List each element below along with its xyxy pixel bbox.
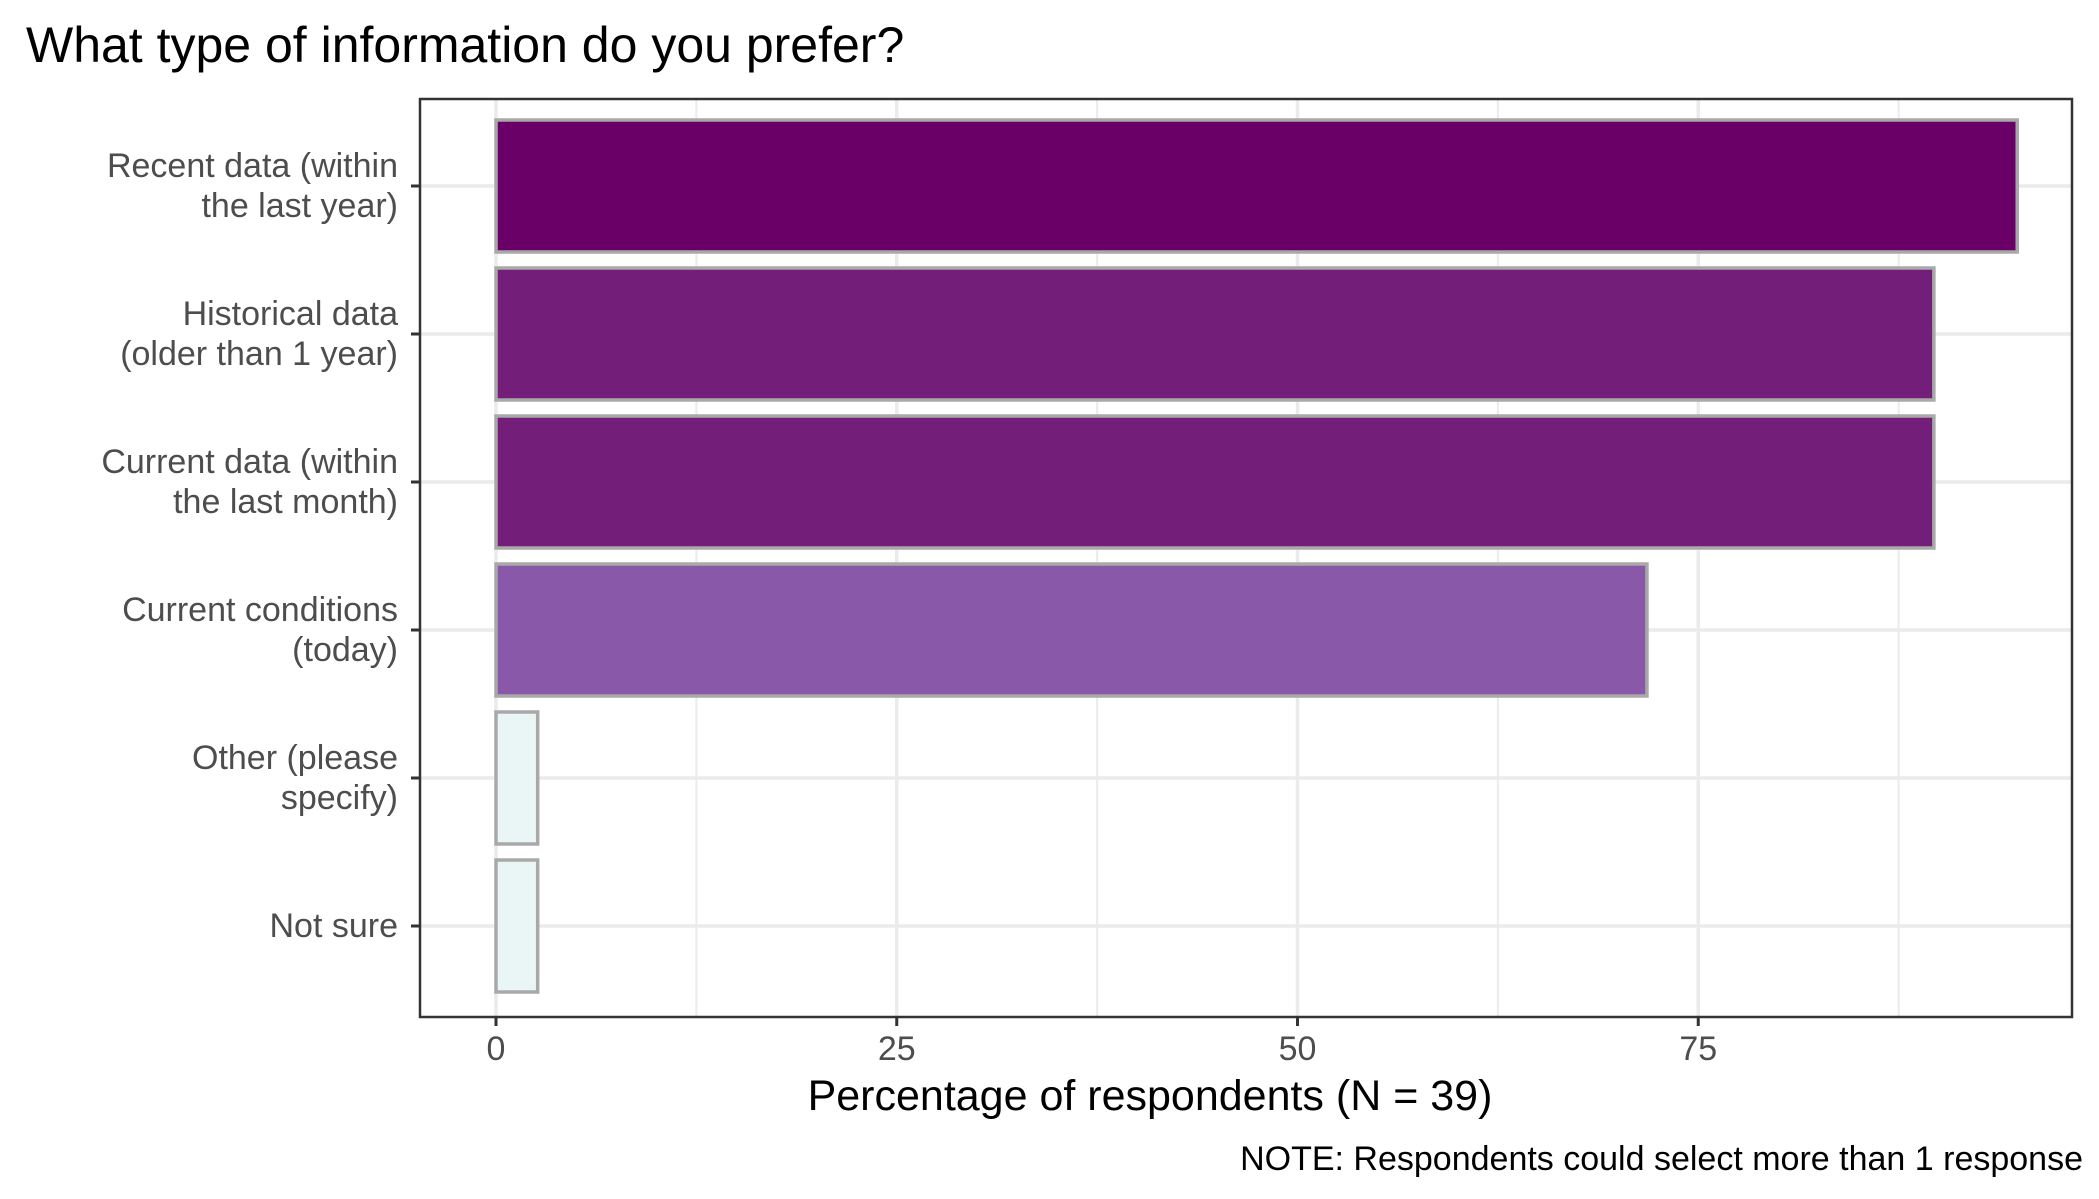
bar: [494, 710, 540, 846]
y-tick-label-line: Not sure: [270, 907, 399, 945]
x-tick-label: 75: [1679, 1030, 1717, 1068]
x-tick-label: 0: [487, 1030, 506, 1068]
footnote: NOTE: Respondents could select more than…: [1240, 1140, 2083, 1178]
y-tick-label: Current data (within the last month): [101, 443, 398, 521]
y-tick-label-line: (older than 1 year): [120, 335, 398, 373]
chart-title: What type of information do you prefer?: [26, 17, 905, 73]
y-tick-label-line: the last month): [173, 483, 398, 521]
x-axis-labels: 0 25 50 75: [487, 1030, 1718, 1068]
bar: [494, 266, 1936, 402]
x-axis-ticks: [494, 1017, 1700, 1026]
panel-border: [418, 97, 2074, 1019]
y-tick-label: Other (please specify): [192, 739, 398, 817]
y-tick-label-line: (today): [292, 631, 398, 669]
y-tick-label-line: specify): [281, 779, 398, 817]
y-axis-labels: Recent data (within the last year) Histori…: [101, 147, 398, 945]
y-tick-label-line: Current conditions: [122, 591, 398, 629]
y-tick-label-line: Current data (within: [101, 443, 398, 481]
y-tick-label-line: Recent data (within: [107, 147, 398, 185]
y-tick-label: Current conditions (today): [122, 591, 398, 669]
y-tick-label: Not sure: [270, 907, 399, 945]
x-tick-label: 50: [1279, 1030, 1317, 1068]
x-axis-title: Percentage of respondents (N = 39): [807, 1072, 1493, 1120]
bar: [494, 414, 1936, 550]
y-tick-label: Historical data (older than 1 year): [120, 295, 398, 373]
y-tick-label-line: Other (please: [192, 739, 398, 777]
x-tick-label: 25: [878, 1030, 916, 1068]
y-axis-ticks: [411, 184, 420, 928]
y-tick-label-line: Historical data: [183, 295, 399, 333]
y-tick-label-line: the last year): [201, 187, 398, 225]
bar: [494, 118, 2019, 254]
bar: [494, 858, 540, 994]
bars: [494, 118, 2019, 994]
y-tick-label: Recent data (within the last year): [107, 147, 398, 225]
bar: [494, 562, 1649, 698]
